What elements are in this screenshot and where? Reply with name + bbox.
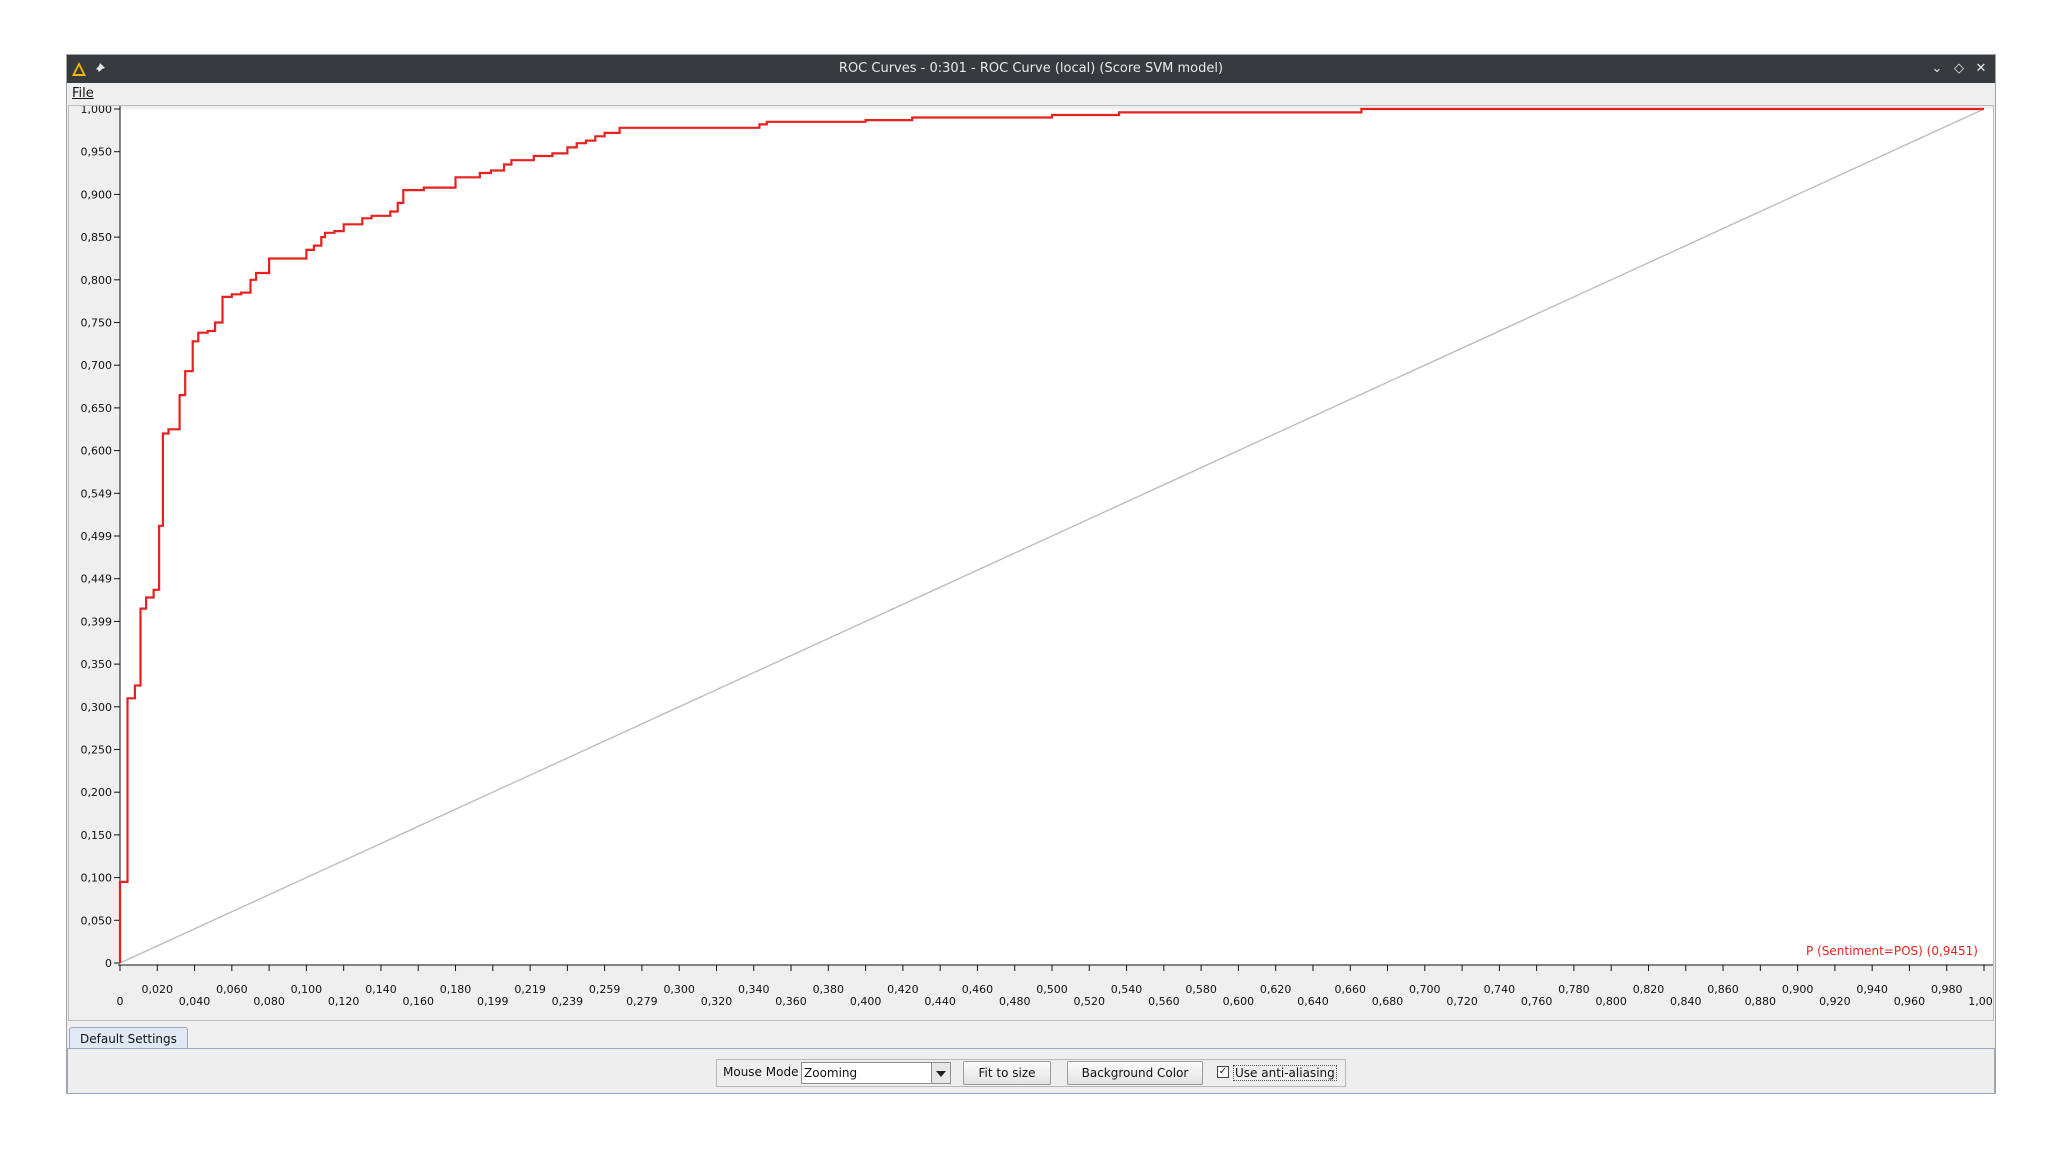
x-tick-label: 0,760 [1521,995,1553,1008]
x-tick-label: 0,219 [514,983,546,996]
x-tick-label: 0,320 [701,995,733,1008]
x-tick-label: 0,480 [999,995,1031,1008]
x-tick-label: 0,360 [775,995,807,1008]
x-tick-label: 0,400 [850,995,882,1008]
menu-file[interactable]: File [72,86,94,101]
title-bar[interactable]: ROC Curves - 0:301 - ROC Curve (local) (… [67,55,1995,83]
y-tick-label: 0,800 [81,274,113,287]
close-icon[interactable]: ✕ [1975,61,1987,76]
x-tick-label: 0,840 [1670,995,1702,1008]
diagonal-reference-line [119,108,1985,964]
mouse-mode-value: Zooming [804,1066,858,1080]
y-tick-label: 0,350 [81,658,113,671]
y-tick-label: 0,300 [81,701,113,714]
restore-icon[interactable]: ◇ [1954,61,1964,76]
y-tick-label: 0,200 [81,786,113,799]
minimize-icon[interactable]: ⌄ [1931,61,1943,76]
antialias-label[interactable]: Use anti-aliasing [1233,1065,1337,1081]
x-tick-label: 0,940 [1856,983,1888,996]
knime-warning-icon [72,62,86,76]
roc-chart[interactable]: 0 0,050 0,100 0,150 0,200 0,250 0,300 0,350 0,39… [69,106,1993,1020]
x-tick-label: 0,380 [813,983,845,996]
y-tick-label: 0,650 [81,402,113,415]
x-tick-label: 0,680 [1372,995,1404,1008]
y-tick-label: 0,499 [81,530,113,543]
y-tick-label: 0,250 [81,744,113,757]
x-tick-label: 0,520 [1074,995,1106,1008]
x-tick-label: 0,900 [1782,983,1814,996]
control-panel: Mouse Mode Zooming Fit to size Backgroun… [67,1048,1995,1094]
fit-to-size-button[interactable]: Fit to size [963,1061,1051,1085]
mouse-mode-select[interactable]: Zooming [801,1062,951,1084]
window-title: ROC Curves - 0:301 - ROC Curve (local) (… [838,61,1224,76]
x-tick-label: 0,660 [1334,983,1366,996]
x-tick-label: 0,340 [738,983,770,996]
x-tick-label: 0,800 [1595,995,1627,1008]
x-tick-label: 0,620 [1260,983,1292,996]
y-tick-label: 0,449 [81,573,113,586]
tab-default-settings[interactable]: Default Settings [69,1027,188,1050]
roc-window: ROC Curves - 0:301 - ROC Curve (local) (… [66,54,1996,1094]
x-tick-label: 0,040 [179,995,211,1008]
x-tick-label: 1,000 [1968,995,1993,1008]
y-tick-label: 0,549 [81,487,113,500]
x-tick-label: 0,700 [1409,983,1441,996]
x-tick-label: 0,960 [1894,995,1926,1008]
x-tick-label: 0,580 [1185,983,1217,996]
x-tick-label: 0,160 [402,995,434,1008]
x-tick-label: 0,740 [1484,983,1516,996]
x-tick-label: 0,640 [1297,995,1329,1008]
x-tick-label: 0,060 [216,983,248,996]
y-tick-label: 0,399 [81,615,113,628]
y-tick-label: 0 [105,957,112,970]
x-tick-label: 0,300 [663,983,695,996]
y-tick-label: 0,950 [81,146,113,159]
x-tick-label: 0 [117,995,124,1008]
x-tick-label: 0,420 [887,983,919,996]
x-tick-label: 0,279 [626,995,658,1008]
y-tick-label: 0,100 [81,872,113,885]
x-tick-label: 0,460 [962,983,994,996]
x-tick-label: 0,100 [291,983,323,996]
x-tick-label: 0,500 [1036,983,1068,996]
y-tick-label: 0,750 [81,317,113,330]
y-tick-label: 0,050 [81,914,113,927]
x-tick-label: 0,020 [142,983,174,996]
legend-entry: P (Sentiment=POS) (0,9451) [1806,944,1978,958]
mouse-mode-label: Mouse Mode [723,1065,799,1079]
antialias-checkbox[interactable]: ✓ [1217,1066,1229,1078]
plot-area[interactable] [120,109,1993,965]
background-color-button[interactable]: Background Color [1067,1061,1203,1085]
x-tick-label: 0,080 [253,995,285,1008]
y-tick-label: 0,150 [81,829,113,842]
x-tick-label: 0,880 [1745,995,1777,1008]
x-tick-label: 0,820 [1633,983,1665,996]
y-tick-label: 0,850 [81,231,113,244]
x-tick-label: 0,120 [328,995,360,1008]
roc-series-line [118,107,1984,963]
x-tick-label: 0,920 [1819,995,1851,1008]
x-tick-label: 0,180 [440,983,472,996]
x-tick-label: 0,140 [365,983,397,996]
pin-icon[interactable] [91,61,107,77]
x-tick-label: 0,440 [924,995,956,1008]
plot-panel[interactable]: 0 0,050 0,100 0,150 0,200 0,250 0,300 0,350 0,39… [68,105,1994,1021]
y-tick-label: 0,700 [81,359,113,372]
x-tick-label: 0,239 [552,995,584,1008]
chevron-down-icon[interactable] [931,1063,950,1083]
x-tick-label: 0,720 [1446,995,1478,1008]
x-tick-label: 0,980 [1931,983,1963,996]
x-tick-label: 0,540 [1111,983,1143,996]
x-tick-label: 0,560 [1148,995,1180,1008]
x-tick-label: 0,199 [477,995,509,1008]
x-tick-label: 0,860 [1707,983,1739,996]
y-tick-label: 0,600 [81,445,113,458]
x-tick-label: 0,780 [1558,983,1590,996]
y-tick-label: 1,000 [81,106,113,116]
menu-bar: File [67,83,1995,105]
y-tick-label: 0,900 [81,188,113,201]
x-tick-label: 0,600 [1223,995,1255,1008]
controls-group: Mouse Mode Zooming Fit to size Backgroun… [716,1059,1346,1087]
x-tick-label: 0,259 [589,983,621,996]
